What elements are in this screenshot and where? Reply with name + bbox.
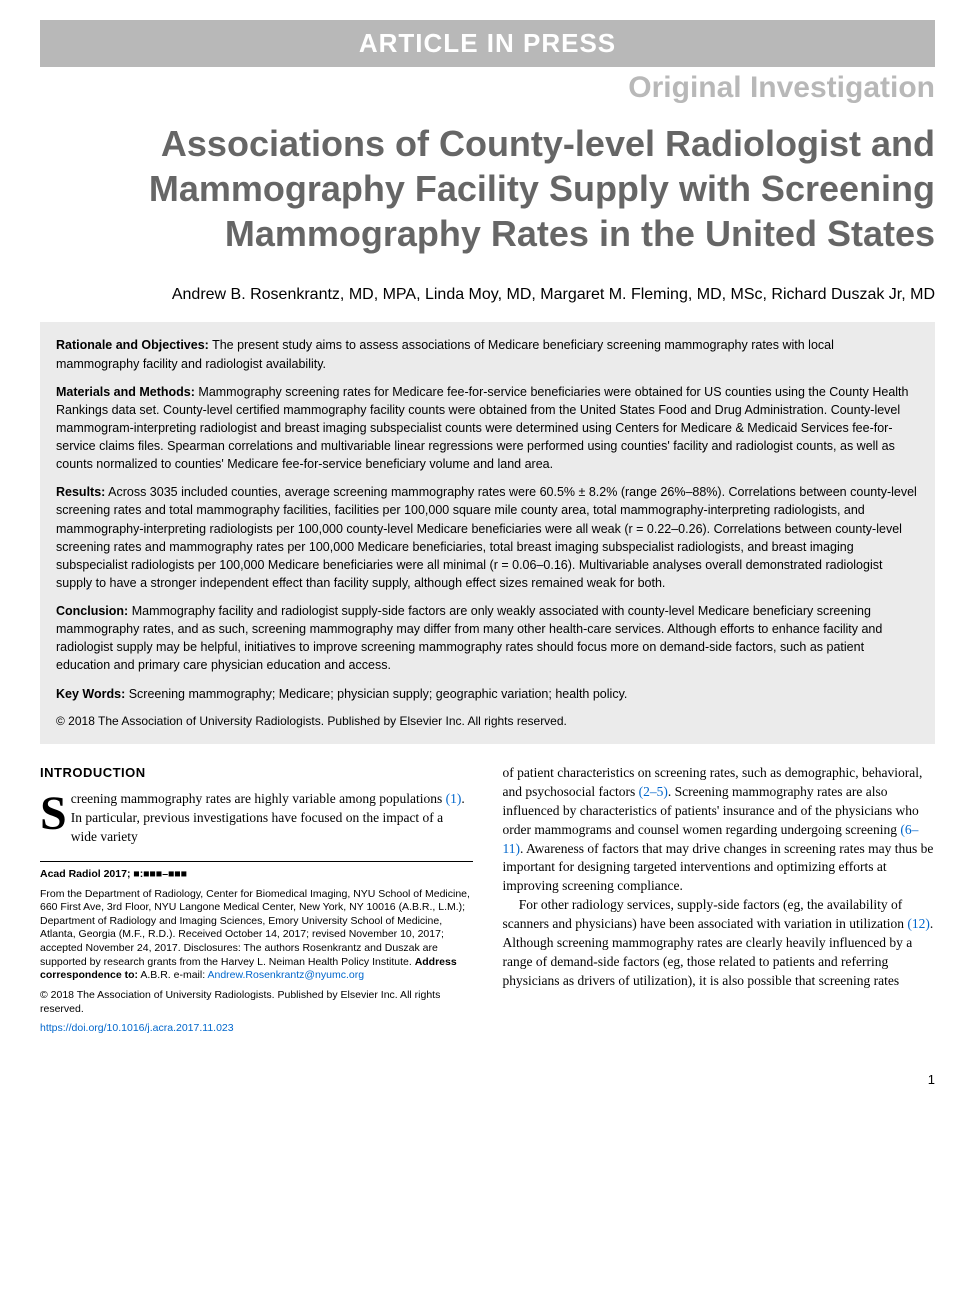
copyright-footnote: © 2018 The Association of University Rad…	[40, 989, 473, 1016]
footnote-divider	[40, 861, 473, 862]
intro-paragraph-1-cont: of patient characteristics on screening …	[503, 764, 936, 896]
abstract-methods: Materials and Methods: Mammography scree…	[56, 383, 919, 474]
column-right: of patient characteristics on screening …	[503, 764, 936, 1042]
keywords-label: Key Words:	[56, 687, 125, 701]
correspondence-name: A.B.R. e-mail:	[138, 969, 207, 981]
article-category: Original Investigation	[40, 71, 935, 105]
doi-footnote: https://doi.org/10.1016/j.acra.2017.11.0…	[40, 1022, 473, 1036]
intro-paragraph-2: For other radiology services, supply-sid…	[503, 896, 936, 990]
body-columns: INTRODUCTION Screening mammography rates…	[40, 764, 935, 1042]
col2-text-1c: . Awareness of factors that may drive ch…	[503, 841, 934, 894]
affiliation-text: From the Department of Radiology, Center…	[40, 888, 470, 968]
abstract-box: Rationale and Objectives: The present st…	[40, 322, 935, 744]
abstract-copyright: © 2018 The Association of University Rad…	[56, 713, 919, 730]
rationale-label: Rationale and Objectives:	[56, 338, 209, 352]
intro-text-1a: creening mammography rates are highly va…	[71, 791, 446, 806]
abstract-conclusion: Conclusion: Mammography facility and rad…	[56, 602, 919, 675]
abstract-keywords: Key Words: Screening mammography; Medica…	[56, 685, 919, 703]
keywords-text: Screening mammography; Medicare; physici…	[129, 687, 628, 701]
conclusion-label: Conclusion:	[56, 604, 128, 618]
dropcap-letter: S	[40, 794, 67, 835]
abstract-results: Results: Across 3035 included counties, …	[56, 483, 919, 592]
correspondence-email[interactable]: Andrew.Rosenkrantz@nyumc.org	[207, 969, 364, 981]
methods-label: Materials and Methods:	[56, 385, 195, 399]
page-number: 1	[40, 1072, 935, 1087]
affiliation-footnote: From the Department of Radiology, Center…	[40, 888, 473, 983]
results-label: Results:	[56, 485, 105, 499]
doi-link[interactable]: https://doi.org/10.1016/j.acra.2017.11.0…	[40, 1022, 234, 1034]
introduction-heading: INTRODUCTION	[40, 764, 473, 782]
journal-citation-footnote: Acad Radiol 2017; ■:■■■–■■■	[40, 868, 473, 882]
article-status-banner: ARTICLE IN PRESS	[40, 20, 935, 67]
abstract-rationale: Rationale and Objectives: The present st…	[56, 336, 919, 372]
col2-text-2a: For other radiology services, supply-sid…	[503, 897, 908, 931]
citation-2-5[interactable]: (2–5)	[639, 784, 668, 799]
results-text: Across 3035 included counties, average s…	[56, 485, 917, 590]
citation-1[interactable]: (1)	[446, 791, 462, 806]
article-title: Associations of County-level Radiologist…	[40, 121, 935, 256]
citation-12[interactable]: (12)	[907, 916, 930, 931]
intro-paragraph-1: Screening mammography rates are highly v…	[40, 790, 473, 847]
conclusion-text: Mammography facility and radiologist sup…	[56, 604, 882, 672]
column-left: INTRODUCTION Screening mammography rates…	[40, 764, 473, 1042]
author-list: Andrew B. Rosenkrantz, MD, MPA, Linda Mo…	[40, 284, 935, 306]
